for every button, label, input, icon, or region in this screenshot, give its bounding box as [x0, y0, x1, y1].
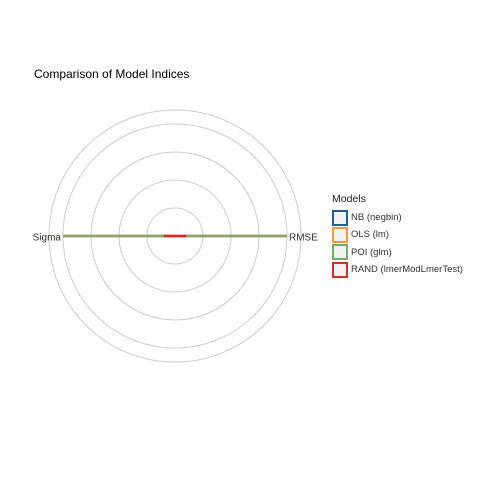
legend-item: OLS (lm) [332, 226, 463, 243]
grid-circle-5 [48, 109, 302, 363]
legend: Models NB (negbin) OLS (lm) POI (glm) RAND … [332, 193, 463, 278]
legend-label: OLS (lm) [351, 229, 389, 241]
legend-title: Models [332, 193, 366, 205]
legend-item: RAND (lmerModLmerTest) [332, 261, 463, 278]
legend-items: NB (negbin) OLS (lm) POI (glm) RAND (lmerMo… [332, 209, 463, 278]
legend-item: NB (negbin) [332, 209, 463, 226]
legend-label: NB (negbin) [351, 212, 402, 224]
axis-labels: RMSE Sigma [33, 233, 319, 244]
legend-label: RAND (lmerModLmerTest) [351, 264, 463, 276]
legend-key [332, 209, 348, 226]
legend-label: POI (glm) [351, 246, 392, 258]
legend-key [332, 261, 348, 278]
axis-label-sigma: Sigma [33, 233, 62, 244]
legend-item: POI (glm) [332, 244, 463, 261]
legend-key [332, 244, 348, 261]
legend-key [332, 226, 348, 243]
chart-title: Comparison of Model Indices [34, 67, 190, 81]
axis-label-rmse: RMSE [289, 233, 318, 244]
